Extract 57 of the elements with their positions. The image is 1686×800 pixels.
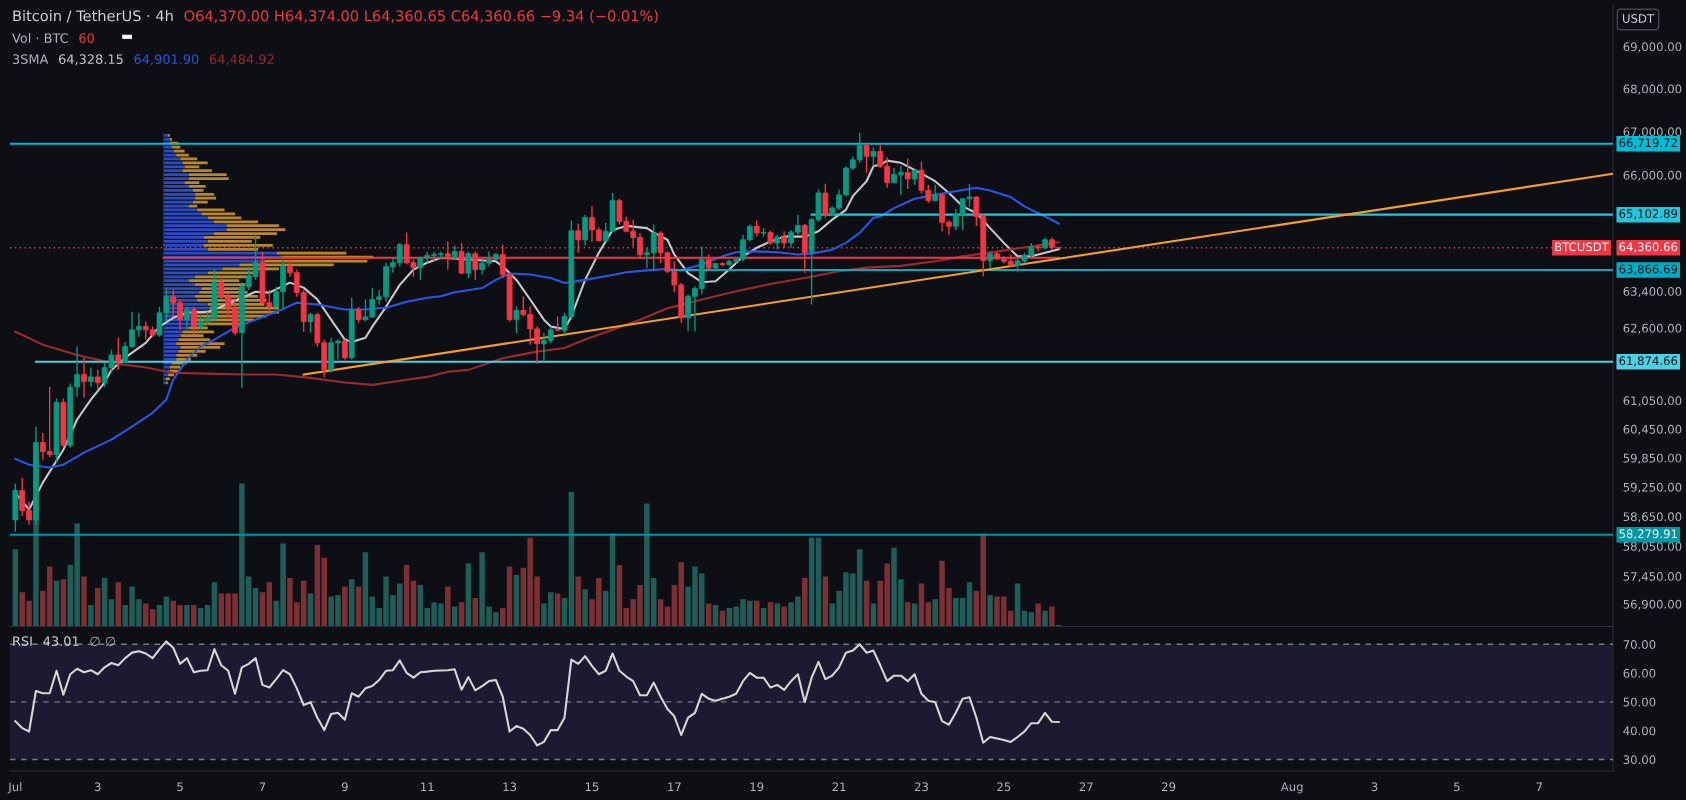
- x-tick-label: 9: [341, 782, 348, 792]
- y-tick-label: 60,450.00: [1623, 424, 1682, 435]
- x-tick-label: 25: [997, 782, 1011, 792]
- y-tick-label: 40.00: [1623, 726, 1656, 736]
- x-tick-label: 19: [750, 782, 764, 792]
- y-tick-label: 67,000.00: [1623, 127, 1682, 138]
- text: 64,901.90: [134, 54, 199, 66]
- data-label: 66,719.72: [1619, 138, 1677, 149]
- chart-title: Bitcoin / TetherUS · 4h: [13, 10, 173, 23]
- data-label: 63,866.69: [1619, 264, 1678, 275]
- data-label: 58,279.91: [1619, 529, 1677, 540]
- series-label: 43.01: [43, 636, 79, 646]
- x-tick-label: 11: [421, 782, 434, 791]
- data-label: 65,102.89: [1619, 209, 1678, 220]
- y-tick-label: 56,900.00: [1623, 599, 1682, 610]
- text: 64,328.15: [59, 54, 123, 66]
- y-tick-label: 62,600.00: [1623, 323, 1682, 334]
- x-tick-label: 27: [1079, 782, 1093, 791]
- x-tick-label: 21: [832, 782, 846, 791]
- x-tick-label: 23: [914, 782, 928, 792]
- y-tick-label: 57,450.00: [1623, 572, 1682, 583]
- x-tick-label: 7: [259, 782, 266, 791]
- y-tick-label: 50.00: [1623, 697, 1656, 707]
- x-tick-label: 3: [94, 782, 101, 792]
- y-tick-label: 58,650.00: [1623, 512, 1682, 523]
- ref-line-label: 64,360.66: [1619, 242, 1678, 253]
- x-tick-label: 13: [503, 782, 517, 792]
- y-tick-label: 61,050.00: [1623, 396, 1682, 407]
- x-tick-label: Aug: [1280, 782, 1303, 794]
- y-tick-label: 63,400.00: [1623, 287, 1682, 298]
- y-tick-label: 59,850.00: [1623, 453, 1682, 464]
- y-tick-label: 60.00: [1623, 668, 1656, 678]
- y-tick-label: 69,000.00: [1623, 42, 1682, 53]
- x-tick-label: 5: [177, 782, 183, 792]
- chart-subtitle: O64,370.00 H64,374.00 L64,360.65 C64,360.66 −9.34 (−0.01%): [184, 10, 658, 23]
- x-tick-label: Jul: [7, 782, 22, 794]
- x-tick-label: 3: [1371, 782, 1378, 792]
- x-tick-label: 15: [585, 782, 599, 792]
- text: RSI: [13, 636, 32, 646]
- legend-title: 3SMA: [12, 54, 49, 64]
- x-tick-label: 17: [668, 782, 681, 791]
- x-tick-label: 7: [1536, 782, 1542, 791]
- text: 64,484.92: [209, 54, 274, 66]
- y-tick-label: 30.00: [1623, 755, 1656, 765]
- y-tick-label: 58,050.00: [1623, 541, 1682, 552]
- y-tick-label: 70.00: [1623, 640, 1656, 649]
- annotation: 60: [79, 33, 94, 43]
- y-tick-label: 66,000.00: [1623, 170, 1682, 181]
- annotation: BTCUSDT: [1555, 242, 1609, 252]
- annotation: Vol · BTC: [12, 33, 68, 43]
- x-tick-label: 29: [1162, 782, 1176, 792]
- y-tick-label: 68,000.00: [1623, 84, 1682, 95]
- y-axis-title: USDT: [1623, 14, 1655, 23]
- y-tick-label: 59,250.00: [1623, 482, 1682, 493]
- annotation: ∅ ∅: [90, 636, 116, 646]
- data-label: 61,874.66: [1619, 356, 1678, 367]
- x-tick-label: 5: [1454, 782, 1460, 792]
